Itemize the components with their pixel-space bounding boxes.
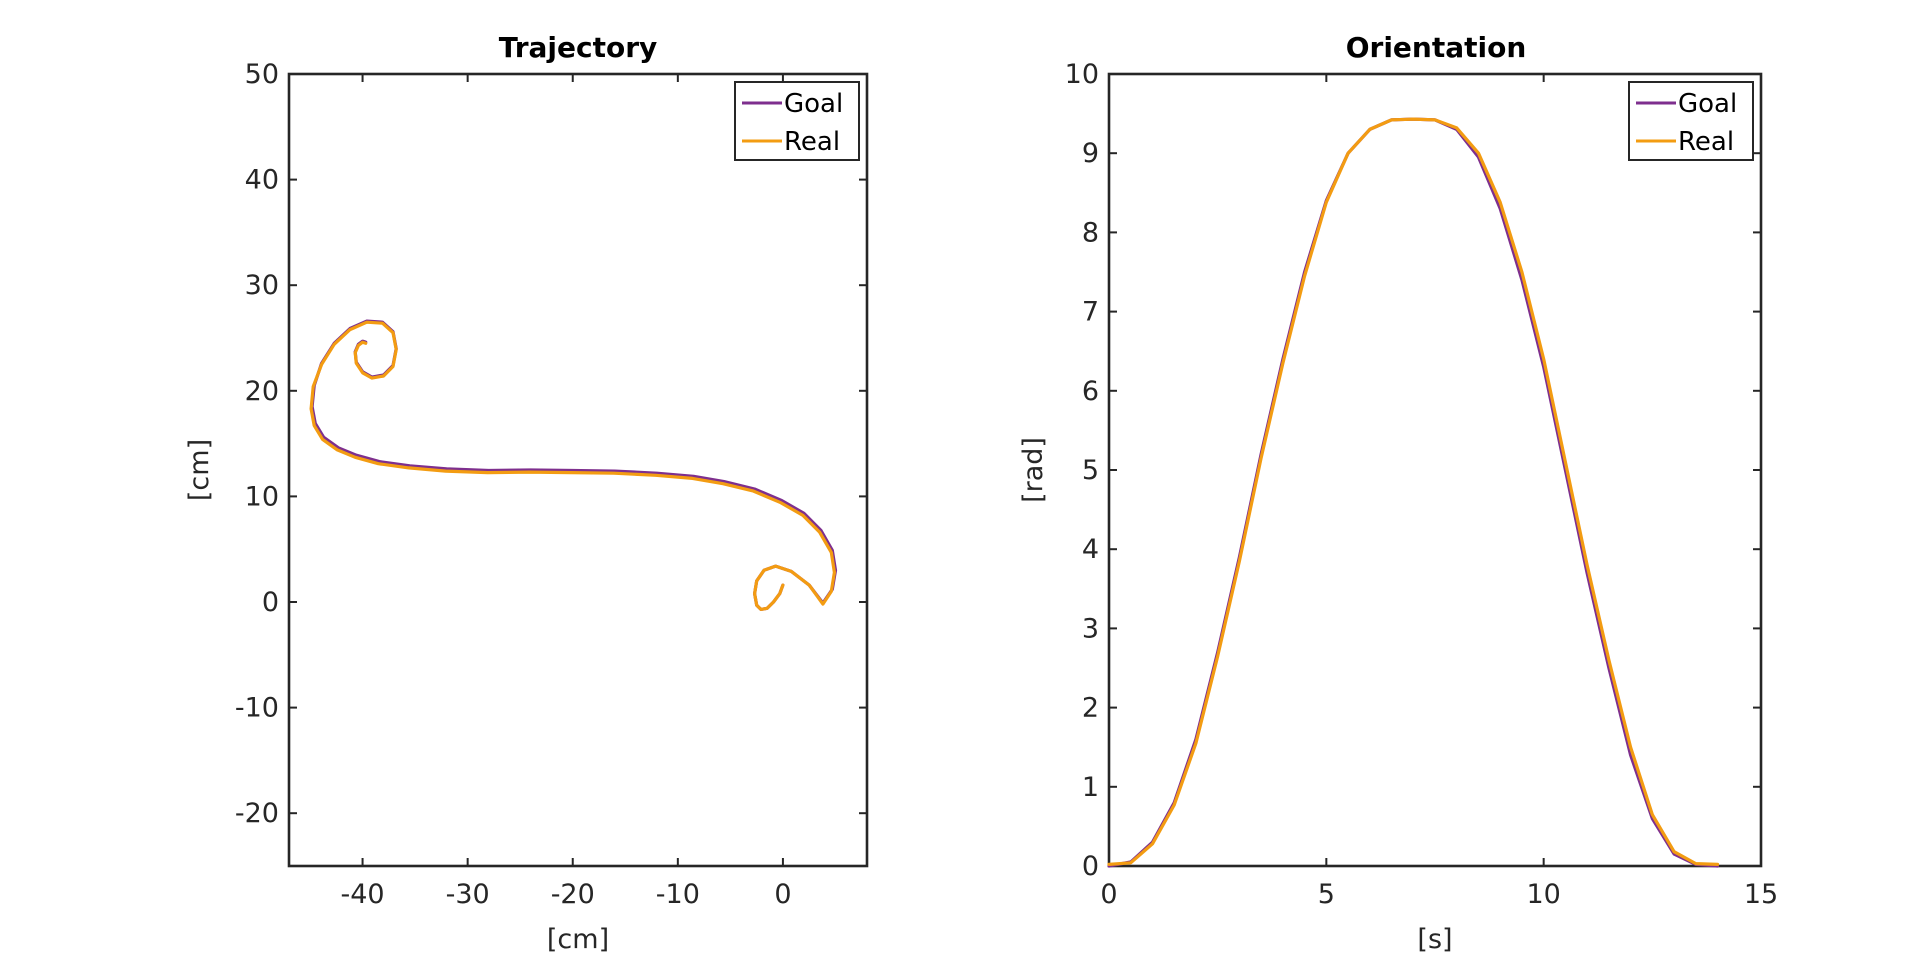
trajectory-y-ticks: -20 -10 0 10 20 30 40 50: [235, 59, 867, 829]
orientation-y-label: [rad]: [1018, 437, 1049, 503]
orientation-y-tick-label: 6: [1082, 376, 1099, 407]
orientation-legend-goal-label: Goal: [1678, 89, 1737, 119]
trajectory-title: Trajectory: [499, 31, 658, 64]
trajectory-chart: Trajectory -40 -30 -20 -10 0 -20 -10 0 10 20 30 40…: [184, 31, 869, 955]
trajectory-x-tick-label: 0: [774, 879, 791, 910]
orientation-title: Orientation: [1346, 31, 1527, 64]
orientation-legend: Goal Real: [1628, 81, 1754, 161]
trajectory-legend-box: [734, 81, 860, 161]
orientation-y-tick-label: 3: [1082, 613, 1099, 644]
trajectory-y-tick-label: 50: [245, 59, 279, 90]
trajectory-legend: Goal Real: [734, 81, 860, 161]
trajectory-y-tick-label: 20: [245, 376, 279, 407]
trajectory-x-ticks: -40 -30 -20 -10 0: [341, 74, 792, 910]
trajectory-y-tick-label: 10: [245, 481, 279, 512]
orientation-y-tick-label: 10: [1065, 59, 1099, 90]
orientation-series-goal-line: [1107, 117, 1720, 868]
trajectory-x-tick-label: -40: [341, 879, 385, 910]
trajectory-y-tick-label: -20: [235, 798, 279, 829]
orientation-series-real-line: [1107, 117, 1720, 867]
trajectory-y-tick-label: 30: [245, 270, 279, 301]
trajectory-legend-real-label: Real: [784, 127, 840, 157]
trajectory-x-tick-label: -20: [551, 879, 595, 910]
trajectory-legend-goal-label: Goal: [784, 89, 843, 119]
orientation-x-tick-label: 15: [1744, 879, 1778, 910]
trajectory-x-label: [cm]: [547, 924, 609, 955]
orientation-series: [1107, 117, 1720, 868]
trajectory-y-tick-label: -10: [235, 693, 279, 724]
orientation-y-tick-label: 9: [1082, 138, 1099, 169]
trajectory-y-tick-label: 0: [262, 587, 279, 618]
orientation-y-tick-label: 2: [1082, 693, 1099, 724]
orientation-x-ticks: 0 5 10 15: [1100, 74, 1778, 910]
trajectory-axes-frame: [287, 72, 869, 868]
orientation-y-tick-label: 1: [1082, 772, 1099, 803]
orientation-x-tick-label: 10: [1526, 879, 1560, 910]
trajectory-x-tick-label: -30: [446, 879, 490, 910]
trajectory-y-label: [cm]: [184, 439, 215, 501]
orientation-y-tick-label: 7: [1082, 297, 1099, 328]
orientation-x-tick-label: 0: [1100, 879, 1117, 910]
orientation-legend-box: [1628, 81, 1754, 161]
trajectory-series: [309, 319, 838, 612]
orientation-y-tick-label: 5: [1082, 455, 1099, 486]
orientation-y-tick-label: 0: [1082, 851, 1099, 882]
orientation-x-label: [s]: [1417, 924, 1452, 955]
orientation-axes-frame: [1107, 72, 1763, 868]
orientation-y-tick-label: 4: [1082, 534, 1099, 565]
orientation-x-tick-label: 5: [1318, 879, 1335, 910]
trajectory-x-tick-label: -10: [656, 879, 700, 910]
orientation-legend-real-label: Real: [1678, 127, 1734, 157]
orientation-y-ticks: 0 1 2 3 4 5 6 7 8 9 10: [1065, 59, 1761, 882]
orientation-chart: Orientation 0 5 10 15 0 1 2 3 4 5 6 7 8 9 10 [s] [rad…: [1018, 31, 1778, 955]
orientation-y-tick-label: 8: [1082, 217, 1099, 248]
trajectory-series-real-line: [309, 320, 837, 612]
trajectory-y-tick-label: 40: [245, 165, 279, 196]
